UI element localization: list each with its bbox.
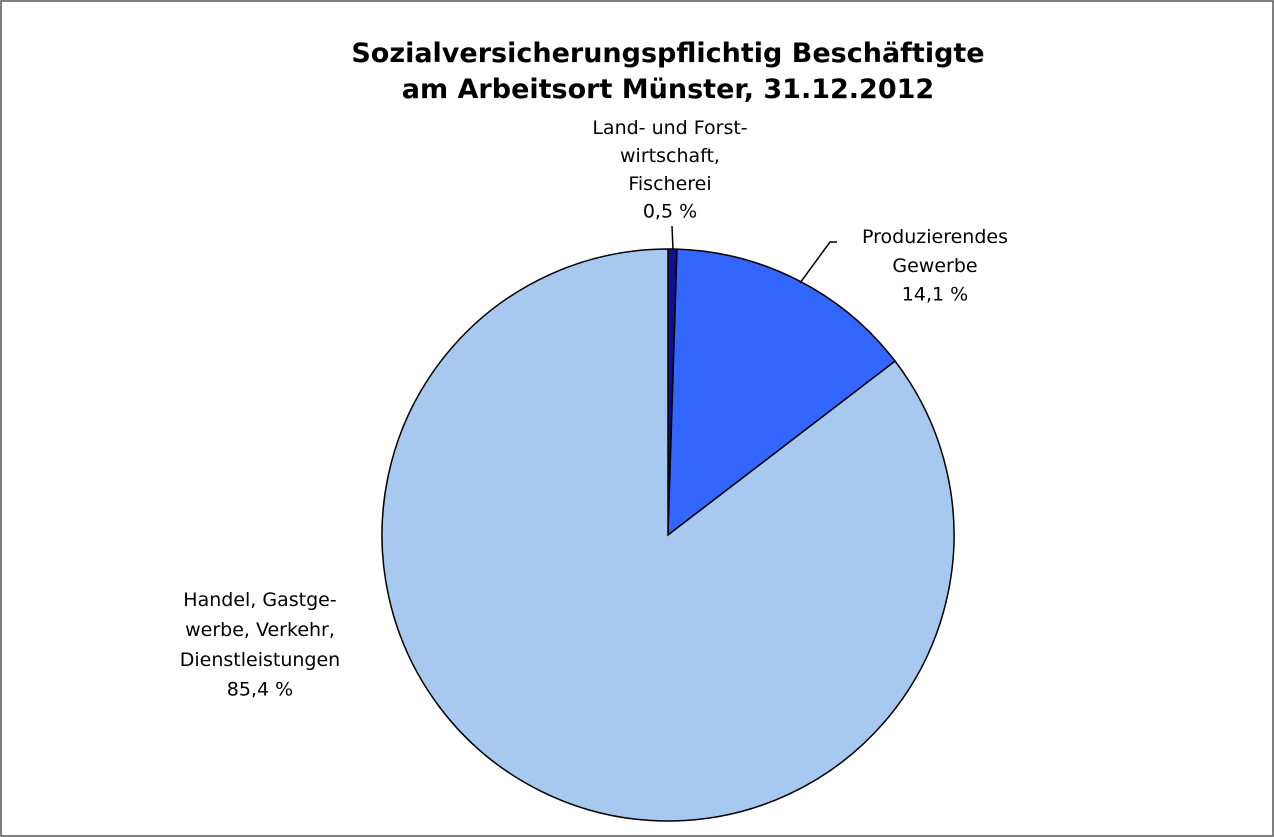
leader-line: [799, 241, 837, 284]
leader-line: [671, 225, 674, 251]
value-label: 14,1 %: [902, 284, 968, 306]
value-label: 85,4 %: [227, 679, 293, 701]
slice-label: Land- und Forst-wirtschaft, Fischerei: [592, 117, 747, 195]
value-label: 0,5 %: [643, 201, 697, 223]
slice-label: Handel, Gastge-werbe, Verkehr, Dienstleis…: [180, 589, 340, 671]
pie-slice: [381, 248, 955, 822]
slice-label: Produzierendes Gewerbe: [862, 226, 1008, 277]
pie-slice: [667, 248, 897, 537]
chart-title: Sozialversicherungspflichtig Beschäftigt…: [351, 38, 984, 105]
